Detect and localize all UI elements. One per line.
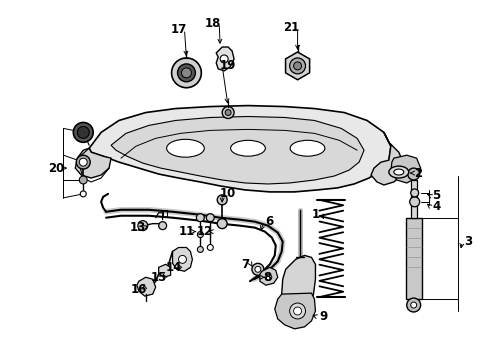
Circle shape: [255, 266, 261, 272]
Circle shape: [217, 219, 227, 229]
Circle shape: [294, 62, 301, 70]
Circle shape: [79, 158, 87, 166]
Circle shape: [207, 244, 213, 251]
Circle shape: [159, 222, 167, 230]
Circle shape: [197, 231, 203, 238]
Polygon shape: [391, 155, 420, 183]
Text: 16: 16: [131, 283, 147, 296]
Circle shape: [76, 155, 90, 169]
Polygon shape: [137, 277, 156, 296]
Polygon shape: [75, 148, 111, 178]
Polygon shape: [111, 117, 364, 184]
Circle shape: [177, 64, 196, 82]
Circle shape: [408, 168, 419, 180]
Circle shape: [79, 176, 87, 184]
FancyBboxPatch shape: [406, 218, 421, 299]
Circle shape: [410, 197, 419, 207]
FancyBboxPatch shape: [411, 180, 416, 218]
Text: 4: 4: [432, 200, 441, 213]
Ellipse shape: [231, 140, 266, 156]
Text: 9: 9: [319, 310, 327, 323]
Text: 6: 6: [266, 215, 274, 228]
Text: 18: 18: [205, 17, 221, 30]
Polygon shape: [159, 264, 171, 277]
Text: 21: 21: [284, 21, 300, 34]
Polygon shape: [286, 52, 310, 80]
Circle shape: [74, 122, 93, 142]
Circle shape: [252, 264, 264, 275]
Polygon shape: [89, 105, 391, 192]
Circle shape: [266, 274, 272, 280]
Text: 14: 14: [165, 261, 182, 274]
Ellipse shape: [290, 140, 325, 156]
Text: 15: 15: [150, 271, 167, 284]
Circle shape: [181, 68, 192, 78]
Text: 11: 11: [178, 225, 195, 238]
Circle shape: [172, 58, 201, 88]
Circle shape: [222, 107, 234, 118]
Circle shape: [197, 247, 203, 252]
Circle shape: [290, 58, 306, 74]
Circle shape: [407, 298, 420, 312]
Circle shape: [217, 195, 227, 205]
Circle shape: [138, 221, 148, 231]
Text: 2: 2: [415, 167, 423, 180]
Polygon shape: [371, 132, 404, 185]
Text: 20: 20: [49, 162, 65, 175]
Ellipse shape: [167, 139, 204, 157]
Text: 12: 12: [197, 225, 214, 238]
Circle shape: [411, 189, 418, 197]
Circle shape: [77, 126, 89, 138]
Polygon shape: [260, 267, 278, 285]
Text: 5: 5: [432, 189, 441, 202]
Polygon shape: [282, 255, 316, 325]
Polygon shape: [216, 47, 234, 71]
Text: 17: 17: [171, 23, 187, 36]
Text: 3: 3: [464, 235, 472, 248]
Circle shape: [411, 302, 416, 308]
Ellipse shape: [389, 166, 409, 178]
Circle shape: [80, 191, 86, 197]
Polygon shape: [275, 293, 316, 329]
Circle shape: [178, 255, 187, 264]
Circle shape: [225, 109, 231, 116]
Polygon shape: [172, 247, 193, 271]
Text: 1: 1: [311, 208, 319, 221]
Circle shape: [196, 214, 204, 222]
Ellipse shape: [394, 169, 404, 175]
Circle shape: [290, 303, 306, 319]
Text: 13: 13: [130, 221, 146, 234]
Text: 7: 7: [241, 258, 249, 271]
Circle shape: [220, 55, 228, 63]
Text: 8: 8: [264, 271, 272, 284]
Text: 10: 10: [220, 188, 236, 201]
Circle shape: [206, 214, 214, 222]
Circle shape: [294, 307, 301, 315]
Text: 19: 19: [220, 59, 236, 72]
